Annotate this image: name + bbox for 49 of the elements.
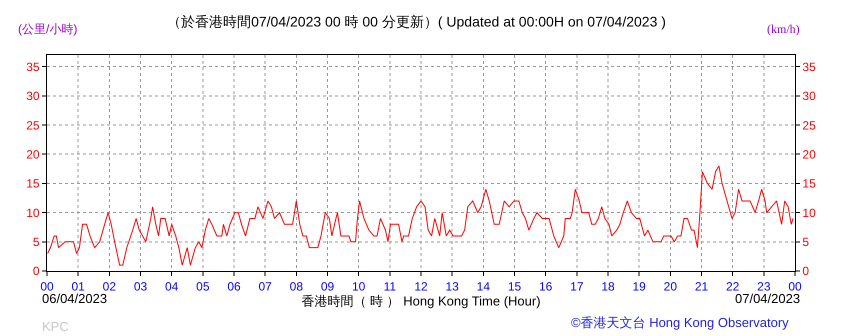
y2-tick-label: 25 <box>802 118 816 132</box>
x-tick-label: 00 <box>788 279 802 294</box>
x-tick-label: 05 <box>196 279 210 294</box>
x-tick-label: 06 <box>227 279 241 294</box>
text: 07/04/2023 <box>735 291 800 306</box>
x-tick-label: 14 <box>476 279 490 294</box>
x-tick-label: 17 <box>570 279 584 294</box>
x-tick-label: 00 <box>40 279 54 294</box>
y2-tick-label: 20 <box>802 147 816 162</box>
x-tick-label: 03 <box>134 279 148 294</box>
x-tick-label: 15 <box>508 279 522 294</box>
x-tick-label: 12 <box>414 279 428 294</box>
y-tick-label: 30 <box>26 89 40 104</box>
x-tick-label: 10 <box>352 279 366 294</box>
x-tick-label: 09 <box>320 279 334 294</box>
text: ©香港天文台 Hong Kong Observatory <box>571 315 790 330</box>
x-tick-label: 04 <box>164 279 179 294</box>
x-axis-title: 香港時間（ 時 ） Hong Kong Time (Hour) <box>301 293 541 308</box>
y-tick-label: 25 <box>26 118 40 132</box>
x-tick-label: 08 <box>290 279 304 294</box>
y-tick-label: 35 <box>26 60 40 74</box>
y2-tick-label: 35 <box>802 60 816 74</box>
line-series <box>47 165 794 266</box>
x-tick-label: 16 <box>538 279 553 294</box>
y2-axis-title: (km/h) <box>767 22 800 36</box>
y2-tick-label: 5 <box>802 235 810 250</box>
x-tick-label: 19 <box>632 279 646 294</box>
y2-tick-label: 10 <box>802 206 816 220</box>
y2-tick-label: 0 <box>802 264 810 278</box>
y2-tick-label: 15 <box>802 176 816 191</box>
x-tick-label: 02 <box>102 279 116 294</box>
x-tick-label: 07 <box>258 279 272 294</box>
x-tick-label: 11 <box>384 279 396 294</box>
x-tick-label: 01 <box>71 279 86 294</box>
y-axis-title: (公里/小時) <box>18 22 78 36</box>
y-tick-label: 5 <box>32 235 40 250</box>
y-tick-label: 10 <box>26 206 40 220</box>
y-tick-label: 20 <box>26 147 40 162</box>
x-tick-label: 21 <box>694 279 708 294</box>
x-tick-label: 18 <box>601 279 615 294</box>
x-tick-label: 20 <box>664 279 678 294</box>
text: 06/04/2023 <box>42 291 108 306</box>
x-tick-label: 22 <box>726 279 740 294</box>
chart-title: （於香港時間07/04/2023 00 時 00 分更新）( Updated at 00:00H on 07/04/2023 ) <box>167 14 666 30</box>
x-tick-label: 13 <box>445 279 460 294</box>
x-tick-label: 23 <box>757 279 771 294</box>
y-tick-label: 0 <box>32 264 40 278</box>
y-tick-label: 15 <box>26 176 40 191</box>
y2-tick-label: 30 <box>802 89 816 104</box>
